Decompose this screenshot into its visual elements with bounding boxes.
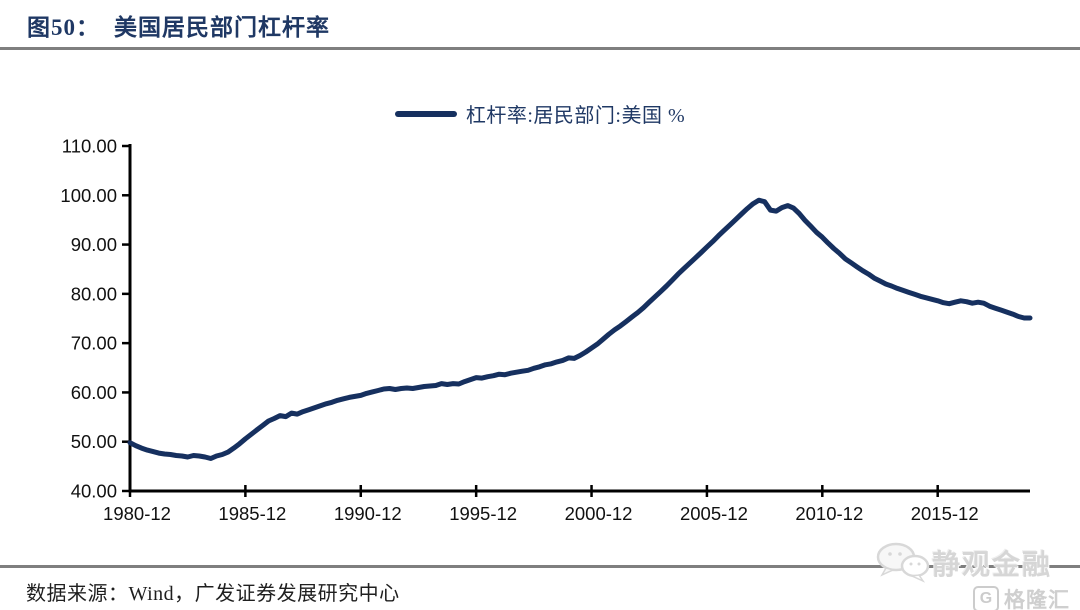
y-axis-tick-label: 100.00 [60, 185, 117, 206]
y-axis-tick-label: 90.00 [71, 234, 117, 255]
gelonghui-logo-icon: G [973, 586, 999, 610]
y-axis-tick-label: 50.00 [71, 431, 117, 452]
y-axis-tick-label: 70.00 [71, 333, 117, 354]
wechat-account-name: 静观金融 [931, 550, 1052, 581]
x-axis-tick-label: 1995-12 [449, 503, 517, 524]
legend-line-swatch [394, 110, 457, 117]
x-axis-tick-label: 1985-12 [218, 503, 286, 524]
x-axis-tick-label: 1980-12 [103, 503, 171, 524]
gelonghui-watermark: G 格隆汇 [973, 584, 1070, 610]
legend-series-label: 杠杆率:居民部门:美国 % [465, 105, 686, 127]
wechat-bubbles-icon [876, 542, 930, 583]
x-axis-tick-label: 2005-12 [680, 503, 748, 524]
wechat-watermark: 静观金融 [874, 542, 1052, 584]
gelonghui-name: 格隆汇 [1004, 588, 1070, 610]
chart-title-text: 美国居民部门杠杆率 [114, 15, 330, 40]
y-axis-tick-label: 80.00 [71, 283, 117, 304]
x-axis-tick-label: 1990-12 [334, 503, 402, 524]
x-axis-tick-label: 2000-12 [565, 503, 633, 524]
y-axis-tick-label: 110.00 [62, 136, 117, 157]
figure-number-label: 图50： [27, 15, 100, 40]
y-axis-tick-label: 40.00 [71, 481, 117, 502]
x-axis-tick-label: 2015-12 [911, 503, 979, 524]
leverage-ratio-series-line [127, 197, 1033, 461]
chart-title: 图50： 美国居民部门杠杆率 [27, 8, 330, 42]
data-source-note: 数据来源：Wind，广发证券发展研究中心 [26, 583, 400, 605]
y-axis-tick-label: 60.00 [71, 382, 117, 403]
footer-divider-rule [0, 565, 1080, 568]
title-divider-rule [0, 47, 1080, 50]
x-axis-tick-label: 2010-12 [795, 503, 863, 524]
chart-legend: 杠杆率:居民部门:美国 % [0, 99, 1080, 128]
